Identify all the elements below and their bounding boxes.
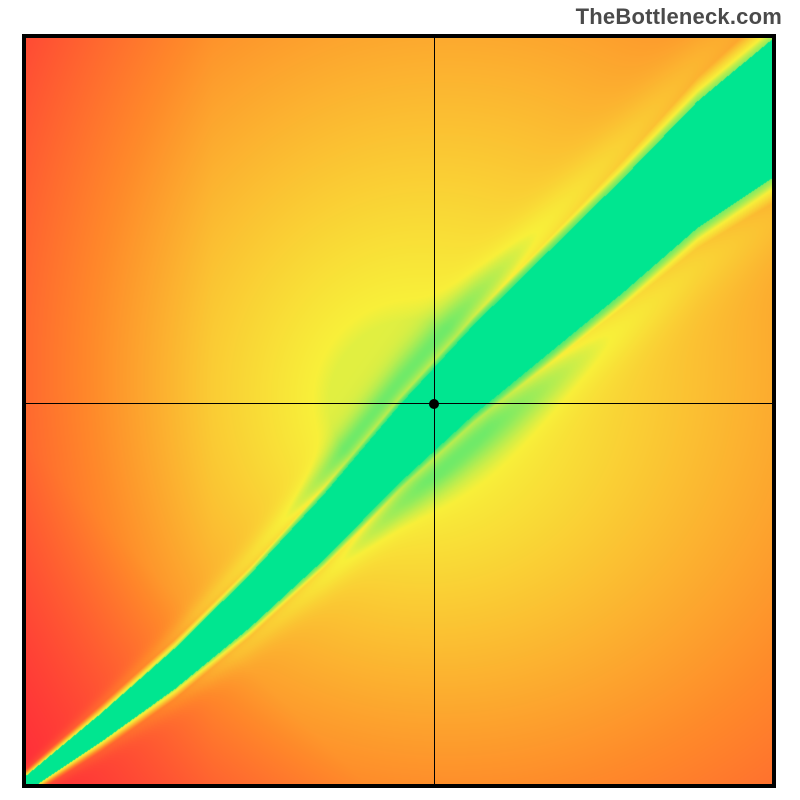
bottleneck-heatmap xyxy=(26,38,772,784)
crosshair-horizontal xyxy=(26,403,772,404)
chart-page: { "watermark": { "text": "TheBottleneck.… xyxy=(0,0,800,800)
crosshair-marker xyxy=(429,399,439,409)
watermark-text: TheBottleneck.com xyxy=(576,4,782,30)
crosshair-vertical xyxy=(434,38,435,784)
